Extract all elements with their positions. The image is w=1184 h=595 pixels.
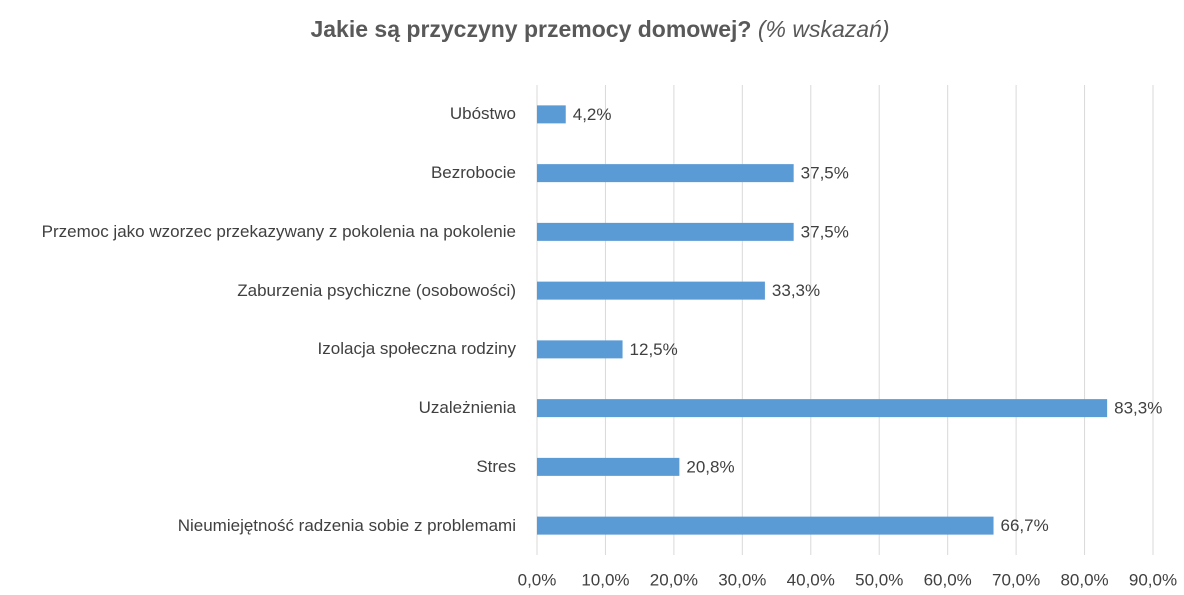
- y-tick-label: Ubóstwo: [449, 104, 516, 124]
- chart-title: Jakie są przyczyny przemocy domowej? (% …: [0, 16, 1184, 43]
- x-tick-label: 90,0%: [1129, 570, 1177, 589]
- title-main: Jakie są przyczyny przemocy domowej?: [310, 16, 752, 42]
- y-tick-label-box: Izolacja społeczna rodziny: [0, 309, 516, 389]
- x-tick-label: 70,0%: [992, 570, 1040, 589]
- y-tick-label: Nieumiejętność radzenia sobie z problema…: [177, 515, 516, 535]
- value-label: 12,5%: [630, 340, 678, 359]
- y-tick-label: Uzależnienia: [418, 398, 516, 418]
- value-label: 83,3%: [1114, 399, 1162, 418]
- y-tick-label: Izolacja społeczna rodziny: [317, 339, 516, 359]
- x-tick-label: 10,0%: [581, 570, 629, 589]
- bar: [537, 222, 794, 241]
- bar: [537, 399, 1108, 418]
- x-tick-label: 50,0%: [855, 570, 903, 589]
- y-tick-label-box: Ubóstwo: [0, 74, 516, 154]
- title-suffix: (% wskazań): [757, 16, 890, 42]
- y-tick-label: Bezrobocie: [430, 163, 516, 183]
- bar: [537, 516, 994, 535]
- y-tick-label-box: Uzależnienia: [0, 368, 516, 448]
- value-label: 4,2%: [573, 105, 612, 124]
- bar: [537, 340, 623, 359]
- value-label: 66,7%: [1001, 516, 1049, 535]
- y-tick-label-box: Stres: [0, 427, 516, 507]
- x-tick-label: 0,0%: [518, 570, 557, 589]
- x-tick-label: 80,0%: [1060, 570, 1108, 589]
- bar: [537, 164, 794, 183]
- y-tick-label: Stres: [476, 456, 516, 476]
- bar: [537, 457, 680, 476]
- bar: [537, 105, 566, 124]
- bar: [537, 281, 765, 300]
- x-tick-label: 30,0%: [718, 570, 766, 589]
- y-tick-label: Przemoc jako wzorzec przekazywany z poko…: [41, 221, 516, 241]
- value-label: 37,5%: [801, 222, 849, 241]
- y-tick-label-box: Nieumiejętność radzenia sobie z problema…: [0, 486, 516, 566]
- y-tick-label-box: Zaburzenia psychiczne (osobowości): [0, 251, 516, 331]
- x-tick-label: 40,0%: [787, 570, 835, 589]
- value-label: 33,3%: [772, 281, 820, 300]
- y-tick-label-box: Przemoc jako wzorzec przekazywany z poko…: [0, 192, 516, 272]
- value-label: 20,8%: [686, 457, 734, 476]
- value-label: 37,5%: [801, 164, 849, 183]
- y-tick-label-box: Bezrobocie: [0, 133, 516, 213]
- y-tick-label: Zaburzenia psychiczne (osobowości): [237, 280, 516, 300]
- x-tick-label: 20,0%: [650, 570, 698, 589]
- x-tick-label: 60,0%: [924, 570, 972, 589]
